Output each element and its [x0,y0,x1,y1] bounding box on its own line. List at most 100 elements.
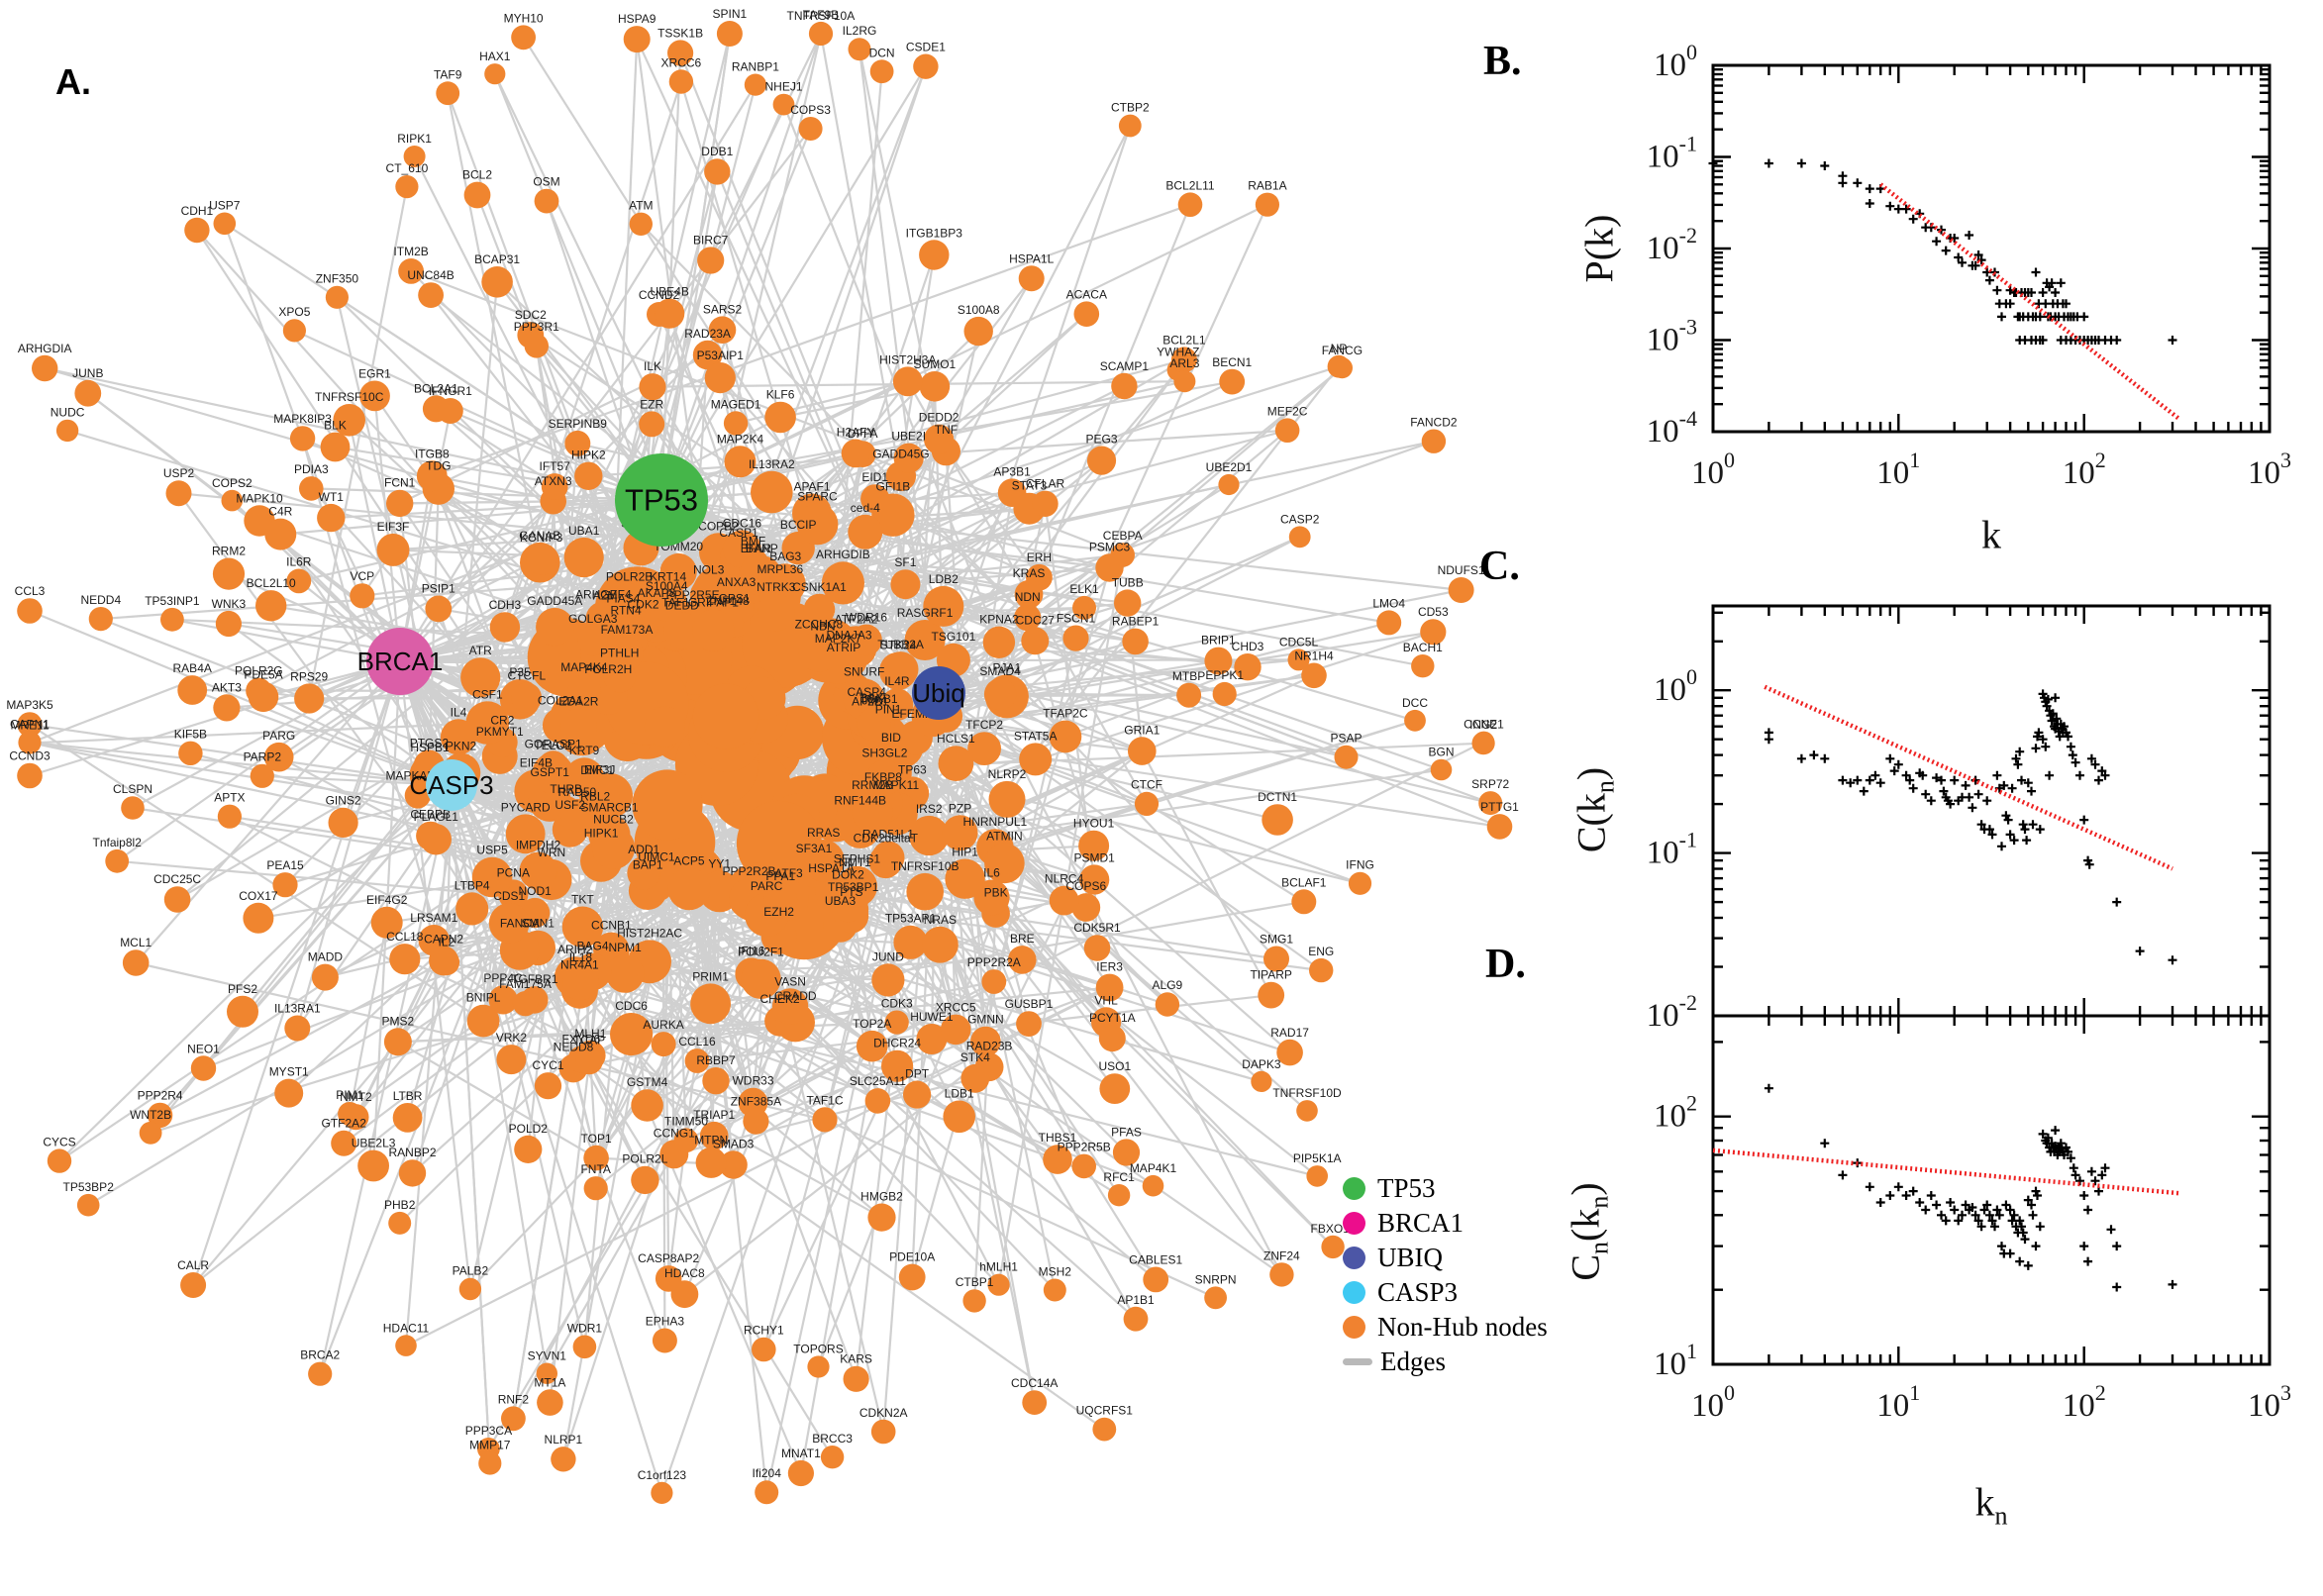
network-node-label: GADD45A [527,594,582,608]
network-node-label: TAF9B [803,8,839,22]
network-edge [911,567,1111,1278]
network-node-label: PPP2R5B [1058,1141,1111,1154]
network-node [532,752,574,794]
network-node-label: RTN4 [611,603,642,617]
network-node-label: FXYD6 [562,1033,601,1047]
network-node-label: PEA15 [266,858,304,872]
network-node-label: CCND3 [9,749,50,763]
network-node-label: BID [881,731,901,745]
network-node [359,380,390,412]
network-node-label: RNF2 [498,1392,530,1406]
network-edge [937,125,1132,694]
network-node-label: CCL18 [386,930,424,944]
network-node-label: MAP4K1 [1130,1161,1177,1175]
network-node [898,1263,926,1291]
network-node-label: RCHY1 [744,1324,784,1338]
network-node [704,158,731,185]
network-node-label: TELO2 [534,739,571,752]
network-node [982,626,1016,658]
network-node [1099,1073,1131,1104]
network-node-label: PDE5A [244,668,282,682]
network-node [659,552,697,591]
network-node [478,1451,502,1475]
network-node-label: TNFRSF10B [891,859,960,873]
network-node-label: EIF4B [520,755,553,769]
network-node-label: BECN1 [1212,355,1252,369]
network-node-label: HIST2H2AC [617,926,682,940]
network-node-label: PALB2 [453,1264,489,1278]
network-node-label: RRM2 [212,545,246,558]
network-node [331,1130,357,1156]
network-node [488,903,530,944]
network-node [667,40,694,66]
network-node [536,1362,557,1384]
network-node [489,612,521,643]
network-node [255,590,287,622]
network-node [639,373,666,401]
network-node-label: DDB1 [701,145,733,158]
network-node-label: XRCC5 [936,1001,976,1015]
network-node-label: PSAP [1330,732,1362,746]
network-node [1274,418,1300,444]
network-node-label: COL2A1 [538,694,583,708]
network-node-label: PCNA [497,865,530,879]
network-edge [428,488,440,766]
network-edge [450,784,549,1374]
network-node [481,266,513,298]
network-node-label: MLH1 [574,1027,606,1041]
network-node [460,657,501,698]
network-node [147,1102,173,1129]
network-edge [278,499,662,758]
network-node-label: TOP2A [853,1017,891,1031]
hub-node-brca1 [366,628,434,695]
network-edge [762,1065,899,1350]
network-node-label: ZCCHC8 [795,618,844,632]
network-node-label: MYST1 [269,1065,309,1079]
network-node [1071,893,1101,922]
network-node [1420,619,1447,646]
network-node-label: RAD17 [1270,1026,1309,1040]
network-node [1411,654,1435,678]
network-node [627,855,660,890]
network-node-label: TDG [426,459,451,473]
network-node [519,851,557,890]
network-node [1118,114,1142,138]
network-node-label: AP3B1 [993,464,1031,478]
network-node [1114,589,1142,617]
network-node [1430,758,1453,781]
network-node-label: SF1 [894,555,916,569]
network-node-label: HUWE1 [910,1010,954,1024]
network-node-label: PCYT1A [1089,1011,1136,1025]
network-node [1176,682,1202,708]
network-node [1263,946,1289,972]
network-node [690,983,731,1025]
network-node-label: ING2 [1469,718,1497,732]
network-node [1123,1306,1149,1332]
network-node [909,815,950,856]
network-node-label: EID1 [861,470,888,484]
y-tick-label: 10-4 [1647,406,1697,449]
network-node [893,925,928,959]
network-node [668,69,694,94]
network-node [919,371,951,402]
network-node [263,742,294,772]
network-node-label: ALG9 [1153,978,1183,992]
network-node [960,1063,990,1093]
network-edge [469,1156,597,1290]
network-node [610,1013,654,1056]
network-node-label: CSF1 [472,687,503,701]
network-node [695,1147,727,1178]
ubiq-hub-swatch-icon [1343,1247,1365,1269]
panel-a-label: A. [55,61,91,102]
network-node-label: ZNF148 [706,594,750,608]
network-node-label: CCND2 [639,288,680,302]
network-edge [938,691,1189,697]
network-node-label: PTHLH [600,646,639,659]
network-node [537,1389,563,1416]
network-node-label: USF2 [555,798,585,812]
network-node [879,651,918,690]
network-edge [735,380,909,425]
network-node-label: WT1 [319,490,345,504]
network-node-label: CT_610 [386,161,429,175]
network-node-label: ATMIN [986,830,1022,844]
